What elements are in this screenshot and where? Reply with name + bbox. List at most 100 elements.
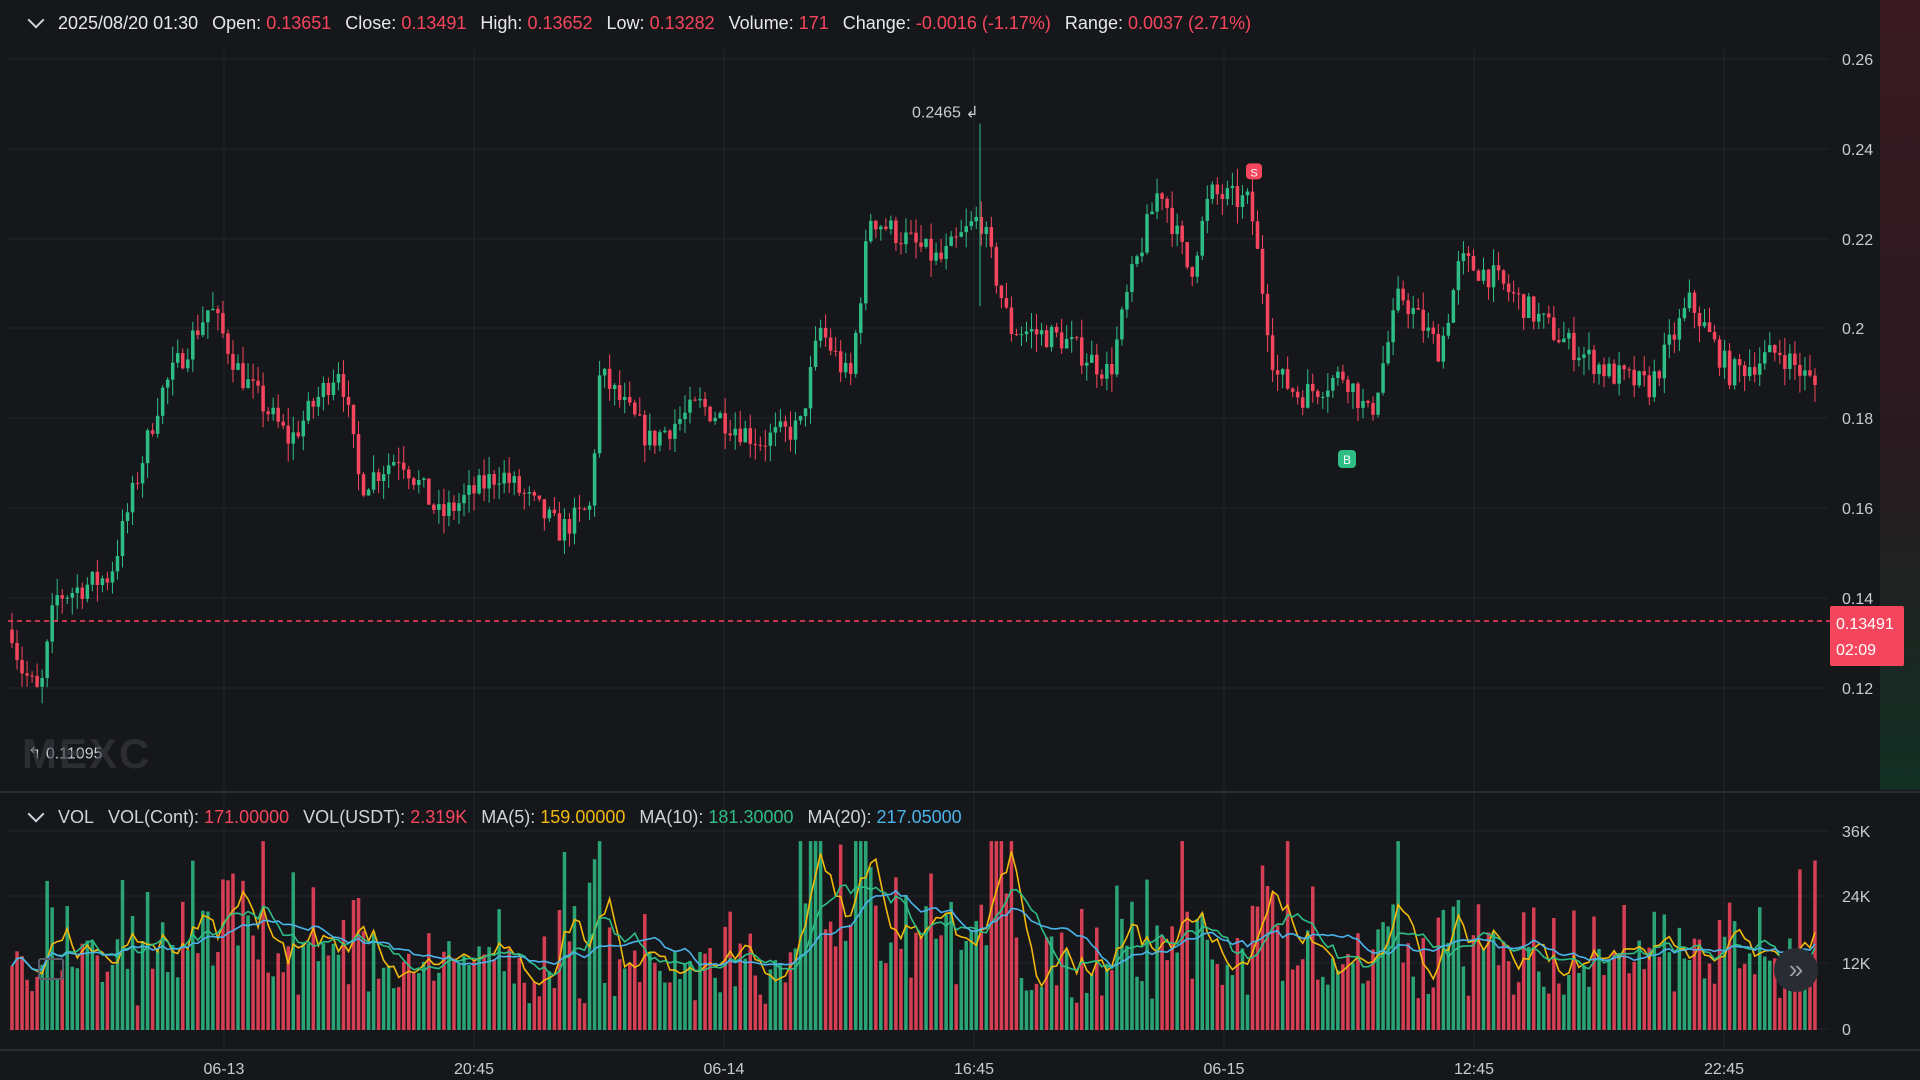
candle-body [1074,337,1079,339]
candle-body [296,432,301,437]
double-chevron-right-icon[interactable]: » [1774,948,1818,992]
candle-body [572,507,577,534]
candle-body [1542,313,1546,315]
candle-body [1416,308,1420,310]
chevron-down-icon[interactable] [27,805,45,823]
volume-bar [813,841,818,1030]
volume-bar [1090,974,1094,1030]
volume-bar [180,901,185,1030]
candle-body [1160,193,1164,199]
candle-body [658,432,662,446]
candle-body [1295,391,1300,398]
volume-bar [85,940,90,1030]
volume-bar [206,911,210,1030]
volume-bar [427,933,431,1030]
volume-bar [1793,976,1797,1030]
candle-body [462,494,466,504]
volume-bar [527,1003,532,1030]
candle-body [50,605,54,642]
candle-body [95,571,100,586]
candle-body [341,374,346,397]
candle-body [175,353,180,363]
candle-body [1290,388,1295,392]
volume-bar [1039,986,1044,1030]
vol-usdt: VOL(USDT): 2.319K [303,806,468,827]
candle-body [768,432,773,446]
candle-body [186,359,190,369]
candle-body [487,474,491,489]
volume-bar [160,922,165,1030]
volume-bar [341,920,346,1030]
chevron-down-icon[interactable] [27,11,45,29]
candle-body [1351,383,1355,393]
volume-bar [1079,908,1084,1030]
volume-bar [607,927,612,1030]
volume-bar [758,994,763,1030]
buy-marker [1338,450,1356,468]
candle-body [1321,396,1325,398]
volume-bar [803,903,808,1030]
volume-bar [999,841,1004,1030]
candle-body [567,519,572,534]
volume-bar [612,996,617,1030]
volume-bar [693,1000,697,1030]
candle-body [1742,365,1747,377]
volume-bar [678,979,682,1030]
volume-bar [1662,914,1667,1030]
candle-body [999,285,1004,299]
volume-bar [1526,946,1531,1030]
volume-bar [989,841,994,1030]
candle-body [552,509,557,514]
volume-bar [306,943,311,1030]
candle-body [65,597,70,599]
volume-bar [1667,952,1672,1030]
y-tick-label: 0.18 [1842,411,1873,428]
candle-body [1029,329,1034,332]
volume-bar [708,947,712,1030]
candle-body [1064,338,1069,349]
candle-body [1808,370,1812,376]
x-tick-label: 06-14 [704,1061,745,1078]
candle-body [833,350,838,352]
candle-body [1757,363,1762,375]
volume-bar [1270,893,1275,1030]
volume-bar [1531,907,1536,1030]
volume-bar [401,961,406,1030]
volume-bar [688,960,692,1030]
calendar-icon[interactable] [38,958,64,980]
candle-body [1737,359,1742,366]
volume-bar [582,1003,587,1030]
volume-bar [311,887,316,1030]
candle-body [75,587,80,594]
volume-bar [1295,965,1300,1030]
candle-body [1773,345,1777,353]
volume-bar [336,954,341,1030]
x-tick-label: 22:45 [1704,1061,1744,1078]
candle-body [40,677,44,687]
candle-body [1225,188,1230,200]
volume-bar [70,966,75,1030]
x-tick-label: 12:45 [1454,1061,1494,1078]
candle-body [155,415,160,434]
candle-body [1662,344,1667,379]
field-range: Range: 0.0037 (2.71%) [1064,12,1252,33]
candle-body [336,374,341,383]
volume-bar [45,880,49,1030]
volume-bar [351,900,356,1030]
candle-body [1039,330,1044,335]
volume-bar [517,957,522,1030]
volume-bar [25,979,29,1030]
volume-bar [1752,974,1757,1030]
candle-body [899,243,903,245]
volume-bar [1783,960,1787,1030]
candle-body [1557,339,1561,343]
vol-ma5: MA(5): 159.00000 [481,806,626,827]
candle-body [1803,370,1807,376]
volume-bar [1491,931,1496,1030]
candle-body [1180,225,1184,243]
candle-body [246,379,250,389]
volume-bar [432,980,436,1030]
volume-bar [115,939,120,1030]
